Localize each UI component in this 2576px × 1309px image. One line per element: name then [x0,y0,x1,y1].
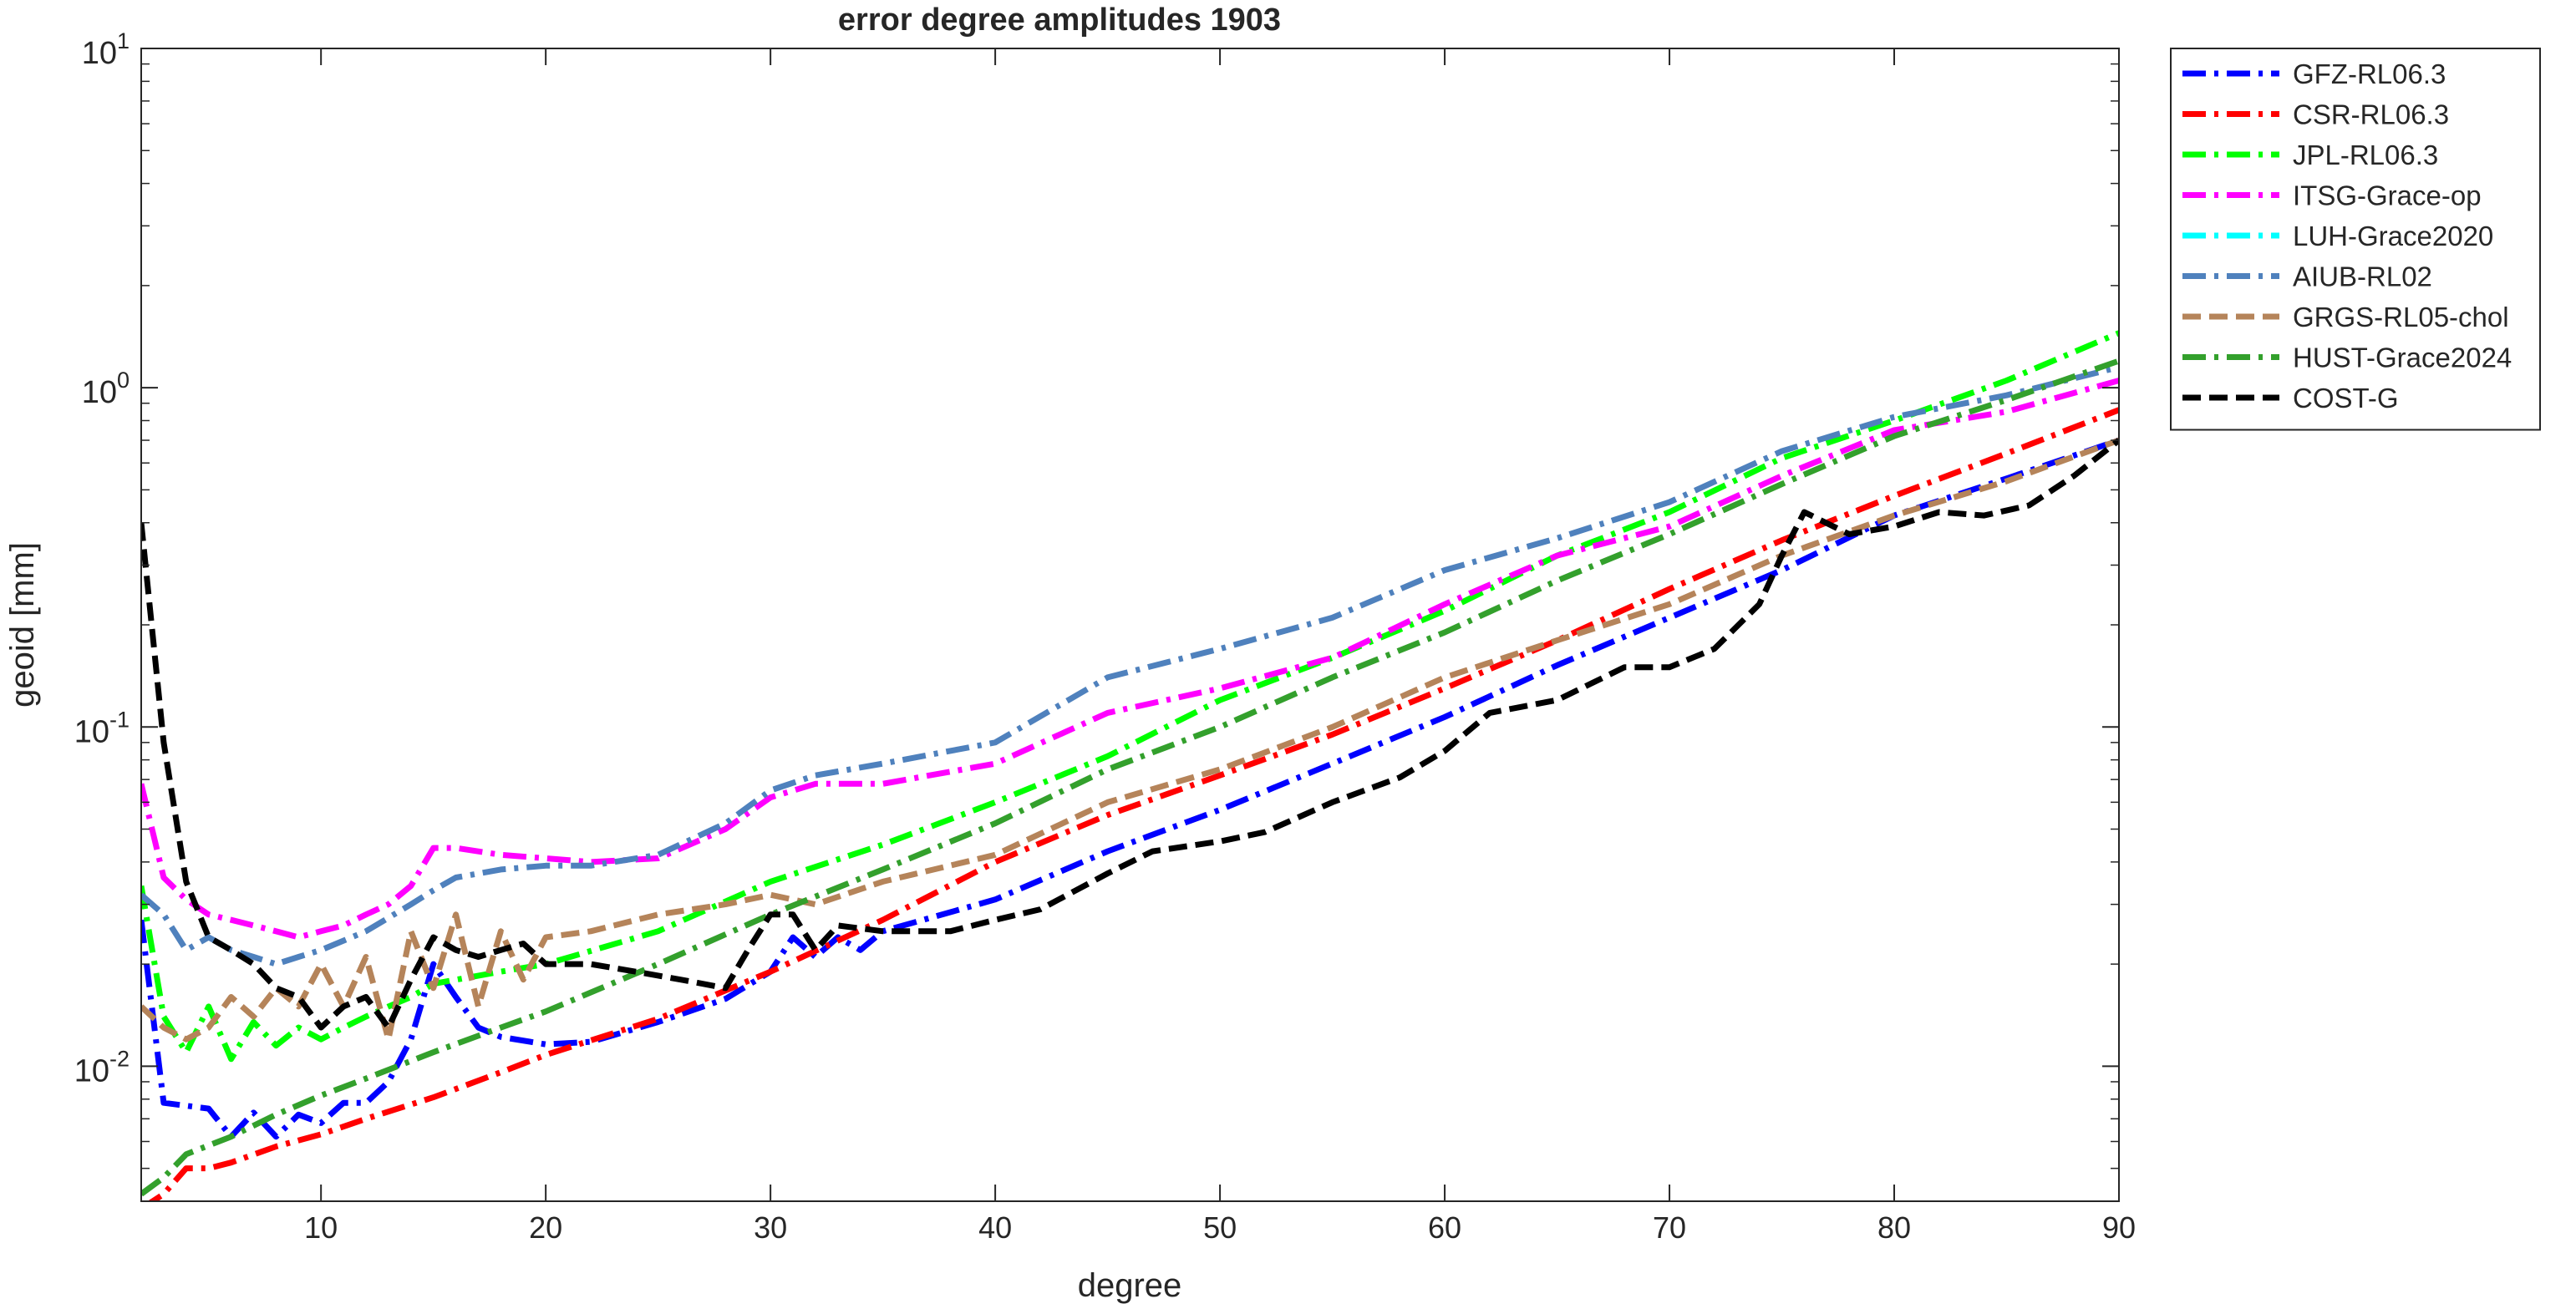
series-line-0 [141,437,2119,1140]
x-tick-label-6: 70 [1653,1210,1686,1245]
chart-title: error degree amplitudes 1903 [838,3,1281,38]
x-tick-label-0: 10 [304,1210,338,1245]
series-line-6 [141,437,2119,1043]
y-tick-label-3: 101 [82,28,130,71]
series-layer [141,330,2119,1201]
series-line-5 [141,364,2119,967]
y-tick-label-0: 10-2 [74,1046,130,1088]
series-line-7 [141,358,2119,1197]
legend-label-8: COST-G [2293,383,2399,414]
legend-label-2: JPL-RL06.3 [2293,140,2438,170]
x-tick-label-7: 80 [1877,1210,1911,1245]
x-tick-label-5: 60 [1428,1210,1461,1245]
series-line-2 [141,330,2119,1063]
x-tick-label-1: 20 [529,1210,562,1245]
legend-label-0: GFZ-RL06.3 [2293,58,2446,89]
legend-label-3: ITSG-Grace-op [2293,180,2482,211]
y-tick-label-1: 10-1 [74,707,130,749]
x-tick-label-3: 40 [978,1210,1012,1245]
x-tick-label-8: 90 [2102,1210,2136,1245]
x-axis-label: degree [1078,1267,1182,1304]
series-line-8 [141,438,2119,1031]
series-line-3 [141,378,2119,941]
legend-label-5: AIUB-RL02 [2293,261,2432,292]
x-tick-label-4: 50 [1203,1210,1237,1245]
axes-layer: 10 20 30 40 50 60 70 80 90 10-2 10-1 100 101 [74,28,2136,1245]
legend-label-6: GRGS-RL05-chol [2293,302,2509,332]
y-axis-label: geoid [mm] [4,542,41,708]
y-tick-label-2: 100 [82,368,130,410]
legend: GFZ-RL06.3 CSR-RL06.3 JPL-RL06.3 ITSG-Grace… [2170,48,2541,431]
series-line-1 [147,407,2119,1201]
legend-label-4: LUH-Grace2020 [2293,221,2493,251]
legend-label-7: HUST-Grace2024 [2293,342,2512,373]
x-tick-label-2: 30 [754,1210,787,1245]
legend-label-1: CSR-RL06.3 [2293,99,2449,130]
